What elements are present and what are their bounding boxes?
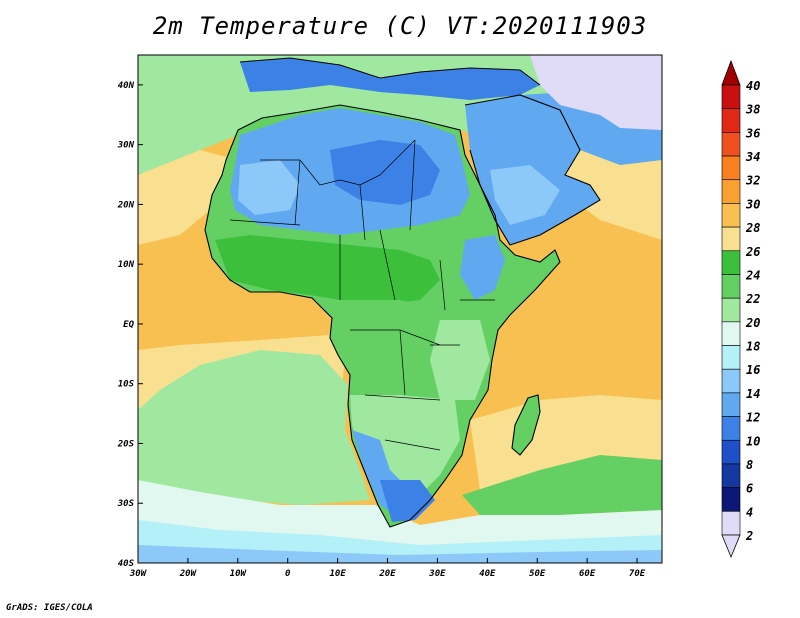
- colorbar-top-arrow: [721, 59, 741, 86]
- colorbar-swatch: [721, 439, 741, 465]
- colorbar-label: 4: [746, 505, 753, 519]
- colorbar-swatch: [721, 487, 741, 512]
- colorbar-label: 38: [745, 103, 760, 117]
- x-tick-label: 40E: [479, 569, 496, 579]
- colorbar-label: 32: [745, 174, 760, 188]
- colorbar-bottom-arrow: [721, 534, 741, 559]
- field-ocean-north-mild: [138, 150, 238, 245]
- plot-frame: [137, 54, 663, 564]
- colorbar-label: 12: [746, 411, 760, 425]
- colorbar-swatch: [721, 203, 741, 228]
- x-tick-label: 60E: [579, 569, 596, 579]
- y-tick-label: EQ: [123, 320, 134, 330]
- y-tick-label: 40S: [118, 559, 135, 569]
- field-high-cold: [530, 55, 662, 130]
- field-ocean-atlantic-warm: [138, 235, 330, 350]
- colorbar-label: 40: [746, 79, 760, 93]
- y-tick-label: 10N: [118, 260, 135, 270]
- field-arabia-light: [490, 165, 560, 225]
- colorbar-label: 6: [746, 482, 753, 496]
- coastline-europe: [239, 57, 541, 86]
- colorbar-label: 30: [745, 197, 760, 211]
- coastline-madagascar: [511, 394, 541, 456]
- colorbar-label: 24: [745, 268, 760, 282]
- y-tick-label: 10S: [118, 380, 135, 390]
- y-tick-label: 20N: [117, 200, 135, 210]
- field-sahara-light: [238, 160, 300, 215]
- country-borders: [229, 139, 495, 451]
- field-sahel-green: [215, 235, 440, 305]
- field-east-africa-light: [430, 320, 490, 400]
- x-axis: 30W 20W 10W 0 10E 20E 30E 40E 50E 60E 70E: [129, 558, 646, 579]
- colorbar-label: 16: [746, 363, 760, 377]
- x-tick-label: 30E: [428, 569, 446, 579]
- x-tick-label: 10E: [329, 569, 346, 579]
- colorbar-swatch: [721, 368, 741, 394]
- colorbar-label: 26: [745, 245, 760, 259]
- y-tick-label: 30S: [117, 499, 135, 509]
- grads-credit: GrADS: IGES/COLA: [6, 603, 93, 613]
- y-tick-label: 20S: [117, 439, 135, 449]
- colorbar-swatch: [721, 108, 741, 133]
- field-ocean-indian-green: [462, 455, 662, 515]
- y-tick-label: 40N: [118, 81, 135, 91]
- y-tick-label: 30N: [117, 141, 135, 151]
- x-tick-label: 20E: [378, 569, 396, 579]
- colorbar-label: 14: [746, 387, 760, 401]
- coastlines: [204, 57, 601, 528]
- colorbar-swatch: [721, 463, 741, 488]
- colorbar-swatch: [721, 84, 741, 109]
- x-tick-label: 20W: [179, 569, 198, 579]
- field-ocean-south-bottom: [138, 545, 662, 563]
- colorbar-label: 8: [746, 458, 753, 472]
- colorbar-label: 20: [745, 316, 760, 330]
- colorbar-swatch: [721, 226, 741, 252]
- x-tick-label: 10W: [230, 569, 248, 579]
- field-ocean-arabian-mild: [560, 150, 662, 240]
- coastline-africa: [204, 104, 561, 528]
- colorbar-label: 2: [745, 529, 753, 543]
- field-ethiopia-blue: [460, 235, 505, 300]
- y-axis: 40N 30N 20N 10N EQ 10S 20S 30S 40S: [117, 81, 143, 569]
- colorbar-label: 34: [745, 150, 760, 164]
- field-south-africa-blue: [380, 480, 435, 522]
- colorbar: 40 38 36 34 32 30 28 26 24 22 20 18 16 14 12 10 8 6 4 2: [721, 59, 760, 559]
- colorbar-label: 22: [745, 292, 760, 306]
- colorbar-swatch: [721, 416, 741, 441]
- colorbar-swatch: [721, 321, 741, 346]
- field-ocean-south-atlantic-cool: [138, 350, 370, 505]
- colorbar-label: 10: [746, 434, 760, 448]
- colorbar-label: 36: [745, 126, 760, 140]
- map-title: 2m Temperature (C) VT:2020111903: [152, 12, 648, 40]
- coastline-arabia: [464, 94, 601, 246]
- colorbar-swatch: [721, 511, 741, 536]
- x-tick-label: 50E: [529, 569, 546, 579]
- colorbar-swatch: [721, 132, 741, 157]
- colorbar-swatch: [721, 345, 741, 370]
- x-tick-label: 0: [285, 569, 291, 579]
- colorbar-swatch: [721, 155, 741, 181]
- colorbar-label: 18: [746, 340, 760, 354]
- x-tick-label: 30W: [129, 569, 148, 579]
- colorbar-swatch: [721, 274, 741, 299]
- field-madagascar: [512, 395, 540, 455]
- colorbar-swatch: [721, 392, 741, 417]
- colorbar-label: 28: [745, 221, 760, 235]
- temperature-field: [138, 55, 662, 563]
- x-tick-label: 70E: [629, 569, 646, 579]
- colorbar-swatch: [721, 297, 741, 323]
- colorbar-swatch: [721, 179, 741, 204]
- colorbar-swatch: [721, 250, 741, 275]
